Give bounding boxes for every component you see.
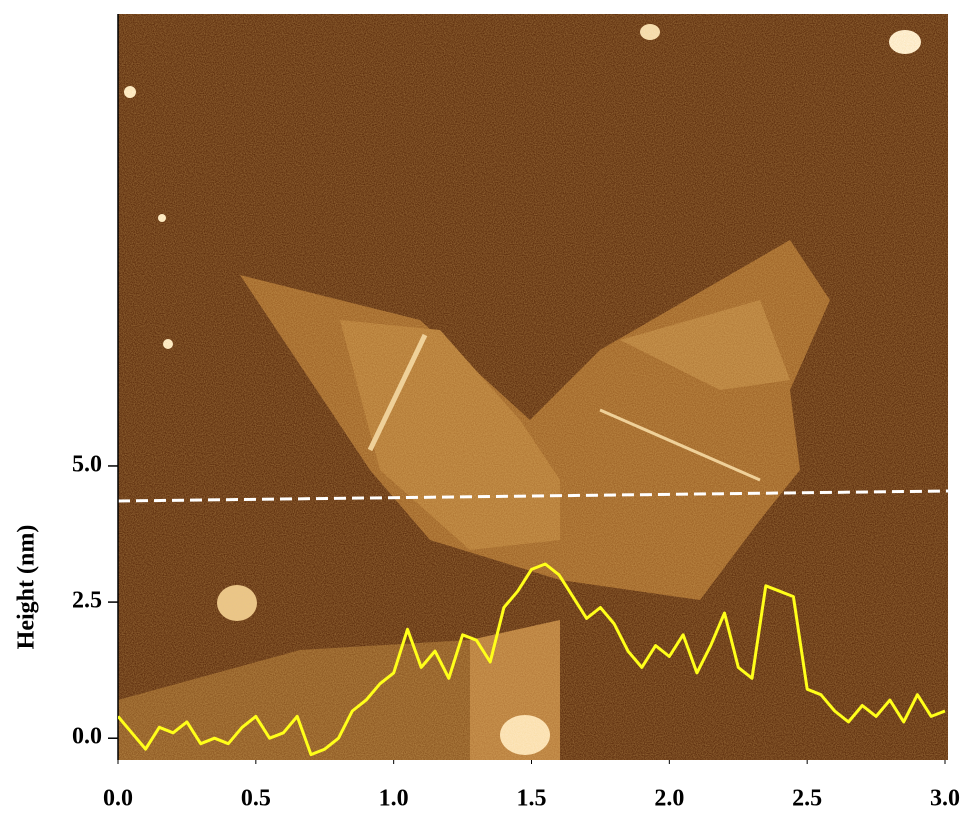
x-tick-label: 2.5 <box>792 786 822 812</box>
x-tick-label: 3.0 <box>930 786 960 812</box>
x-tick-label: 2.0 <box>654 786 684 812</box>
profile-cut-line <box>118 489 948 503</box>
x-tick-label: 0.0 <box>103 786 133 812</box>
height-profile <box>118 562 946 757</box>
x-tick-label: 0.5 <box>241 786 271 812</box>
y-tick-label: 5.0 <box>72 451 102 477</box>
y-tick-label: 2.5 <box>72 588 102 614</box>
y-tick-label: 0.0 <box>72 724 102 750</box>
x-tick-label: 1.5 <box>517 786 547 812</box>
afm-image <box>118 14 948 760</box>
x-tick-label: 1.0 <box>379 786 409 812</box>
y-axis-label: Height (nm) <box>14 525 40 650</box>
